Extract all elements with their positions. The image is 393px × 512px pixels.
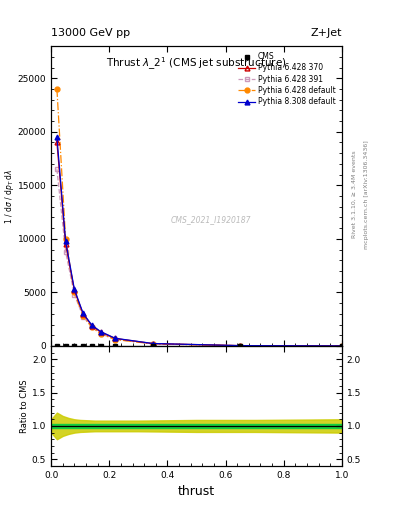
CMS (113, 343, 118, 349)
Pythia 6.428 391 (90, 324, 94, 330)
Y-axis label: Ratio to CMS: Ratio to CMS (20, 379, 29, 433)
Pythia 8.308 default (340, 343, 344, 349)
CMS (238, 343, 242, 349)
Pythia 6.428 391 (113, 336, 118, 343)
Pythia 6.428 391 (55, 166, 59, 173)
Pythia 6.428 370 (63, 241, 68, 247)
Pythia 6.428 default (151, 341, 155, 347)
Pythia 6.428 default (90, 324, 94, 330)
Pythia 6.428 370 (55, 139, 59, 145)
Pythia 6.428 default (113, 336, 118, 343)
Pythia 6.428 370 (90, 323, 94, 329)
CMS (90, 343, 94, 349)
Pythia 8.308 default (98, 328, 103, 334)
Y-axis label: 1 / $\mathrm{d}\sigma$ / $\mathrm{d}p_T$ $\mathrm{d}\lambda$: 1 / $\mathrm{d}\sigma$ / $\mathrm{d}p_T$… (3, 168, 16, 224)
CMS (55, 343, 59, 349)
Pythia 6.428 default (63, 236, 68, 242)
Line: CMS: CMS (55, 344, 344, 348)
Pythia 6.428 default (238, 343, 242, 349)
Line: Pythia 8.308 default: Pythia 8.308 default (57, 137, 342, 346)
Pythia 6.428 370 (340, 343, 344, 349)
Pythia 6.428 370 (98, 329, 103, 335)
Pythia 8.308 default (55, 134, 59, 140)
Pythia 6.428 370 (72, 287, 77, 293)
CMS (340, 343, 344, 349)
Pythia 6.428 370 (151, 340, 155, 347)
Pythia 6.428 default (55, 86, 59, 92)
Pythia 6.428 default (81, 313, 85, 319)
Text: Thrust $\lambda\_2^1$ (CMS jet substructure): Thrust $\lambda\_2^1$ (CMS jet substruct… (106, 55, 287, 72)
Text: mcplots.cern.ch [arXiv:1306.3436]: mcplots.cern.ch [arXiv:1306.3436] (364, 140, 369, 249)
Pythia 8.308 default (238, 343, 242, 349)
Pythia 6.428 370 (238, 343, 242, 349)
Pythia 8.308 default (63, 238, 68, 244)
Legend: CMS, Pythia 6.428 370, Pythia 6.428 391, Pythia 6.428 default, Pythia 8.308 defa: CMS, Pythia 6.428 370, Pythia 6.428 391,… (236, 50, 338, 109)
Pythia 6.428 391 (72, 291, 77, 297)
Line: Pythia 6.428 391: Pythia 6.428 391 (57, 169, 342, 346)
Pythia 6.428 391 (238, 343, 242, 349)
Pythia 6.428 391 (340, 343, 344, 349)
CMS (151, 343, 155, 349)
CMS (63, 343, 68, 349)
CMS (81, 343, 85, 349)
Pythia 8.308 default (72, 286, 77, 292)
Pythia 6.428 370 (81, 311, 85, 317)
CMS (98, 343, 103, 349)
Pythia 6.428 370 (113, 335, 118, 342)
Pythia 8.308 default (151, 340, 155, 347)
Pythia 6.428 391 (63, 249, 68, 255)
Pythia 8.308 default (90, 322, 94, 328)
CMS (72, 343, 77, 349)
Pythia 6.428 default (340, 343, 344, 349)
Pythia 8.308 default (113, 335, 118, 342)
X-axis label: thrust: thrust (178, 485, 215, 498)
Text: CMS_2021_I1920187: CMS_2021_I1920187 (171, 216, 251, 225)
Pythia 6.428 391 (98, 331, 103, 337)
Line: Pythia 6.428 default: Pythia 6.428 default (57, 89, 342, 346)
Line: Pythia 6.428 370: Pythia 6.428 370 (57, 142, 342, 346)
Pythia 6.428 391 (151, 341, 155, 347)
Text: Rivet 3.1.10, ≥ 3.4M events: Rivet 3.1.10, ≥ 3.4M events (352, 151, 357, 239)
Pythia 6.428 default (98, 331, 103, 337)
Text: Z+Jet: Z+Jet (310, 28, 342, 38)
Pythia 6.428 391 (81, 313, 85, 319)
Pythia 8.308 default (81, 310, 85, 316)
Pythia 6.428 default (72, 289, 77, 295)
Text: 13000 GeV pp: 13000 GeV pp (51, 28, 130, 38)
